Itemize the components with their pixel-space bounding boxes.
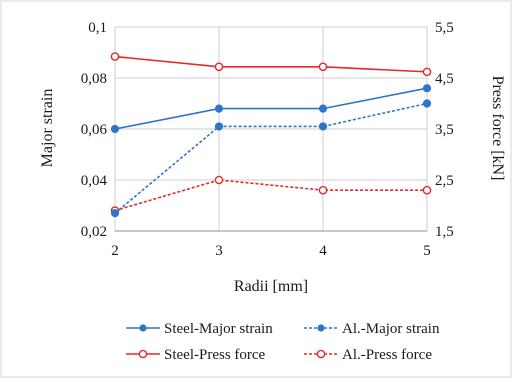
y-right-tick-label: 1,5: [435, 224, 454, 240]
y-axis-right-title: Press force [kN]: [489, 76, 506, 181]
y-axis-left-title: Major strain: [39, 89, 56, 168]
legend: Steel-Major strain Al.-Major strain Steel-…: [126, 321, 440, 363]
data-point-steel-major-strain: [422, 84, 432, 93]
legend-marker-steel-press-force: [138, 349, 148, 359]
x-tick-label: 3: [215, 243, 223, 259]
y-left-tick-label: 0,06: [81, 122, 108, 138]
series-layer: [110, 52, 432, 218]
legend-label-steel-major-strain: Steel-Major strain: [164, 321, 273, 337]
data-point-steel-major-strain: [110, 124, 120, 134]
series-line-steel-press-force: [114, 55, 428, 73]
y-left-tick-label: 0,08: [81, 71, 107, 87]
data-point-al-major-strain: [318, 122, 328, 131]
x-tick-label: 5: [423, 243, 431, 259]
data-point-al-major-strain: [214, 122, 224, 131]
x-tick-label: 4: [319, 243, 327, 259]
data-point-al-major-strain: [110, 209, 120, 218]
y-right-tick-label: 5,5: [435, 20, 454, 36]
data-point-steel-major-strain: [214, 104, 224, 113]
legend-label-steel-press-force: Steel-Press force: [164, 347, 266, 363]
legend-marker-steel-major-strain: [139, 324, 147, 332]
x-tick-label: 2: [111, 243, 119, 259]
data-point-al-press-force: [318, 185, 328, 195]
legend-label-al-major-strain: Al.-Major strain: [342, 321, 440, 337]
data-point-steel-press-force: [110, 52, 120, 61]
y-left-tick-label: 0,04: [81, 173, 108, 189]
y-right-tick-label: 4,5: [435, 71, 454, 87]
data-point-al-major-strain: [422, 99, 432, 108]
data-point-al-press-force: [422, 185, 432, 195]
legend-marker-al-major-strain: [317, 324, 325, 332]
y-right-tick-label: 3,5: [435, 122, 454, 138]
data-point-steel-press-force: [422, 67, 432, 77]
series-line-steel-major-strain: [114, 87, 428, 130]
y-left-tick-label: 0,1: [88, 20, 107, 36]
data-point-steel-major-strain: [318, 104, 328, 113]
data-point-steel-press-force: [318, 62, 328, 72]
data-point-al-press-force: [214, 175, 224, 185]
legend-marker-al-press-force: [316, 349, 326, 359]
data-point-steel-press-force: [214, 62, 224, 72]
legend-label-al-press-force: Al.-Press force: [342, 347, 432, 363]
series-line-al-major-strain: [114, 102, 428, 214]
x-axis-title: Radii [mm]: [234, 278, 308, 295]
y-right-tick-label: 2,5: [435, 173, 454, 189]
tick-layer: 2 3 4 5 0,02 0,04 0,06 0,08 0,1 1,5 2,5 3,5 4,5 5,5: [81, 20, 454, 259]
series-line-al-press-force: [114, 179, 427, 212]
y-left-tick-label: 0,02: [81, 224, 107, 240]
